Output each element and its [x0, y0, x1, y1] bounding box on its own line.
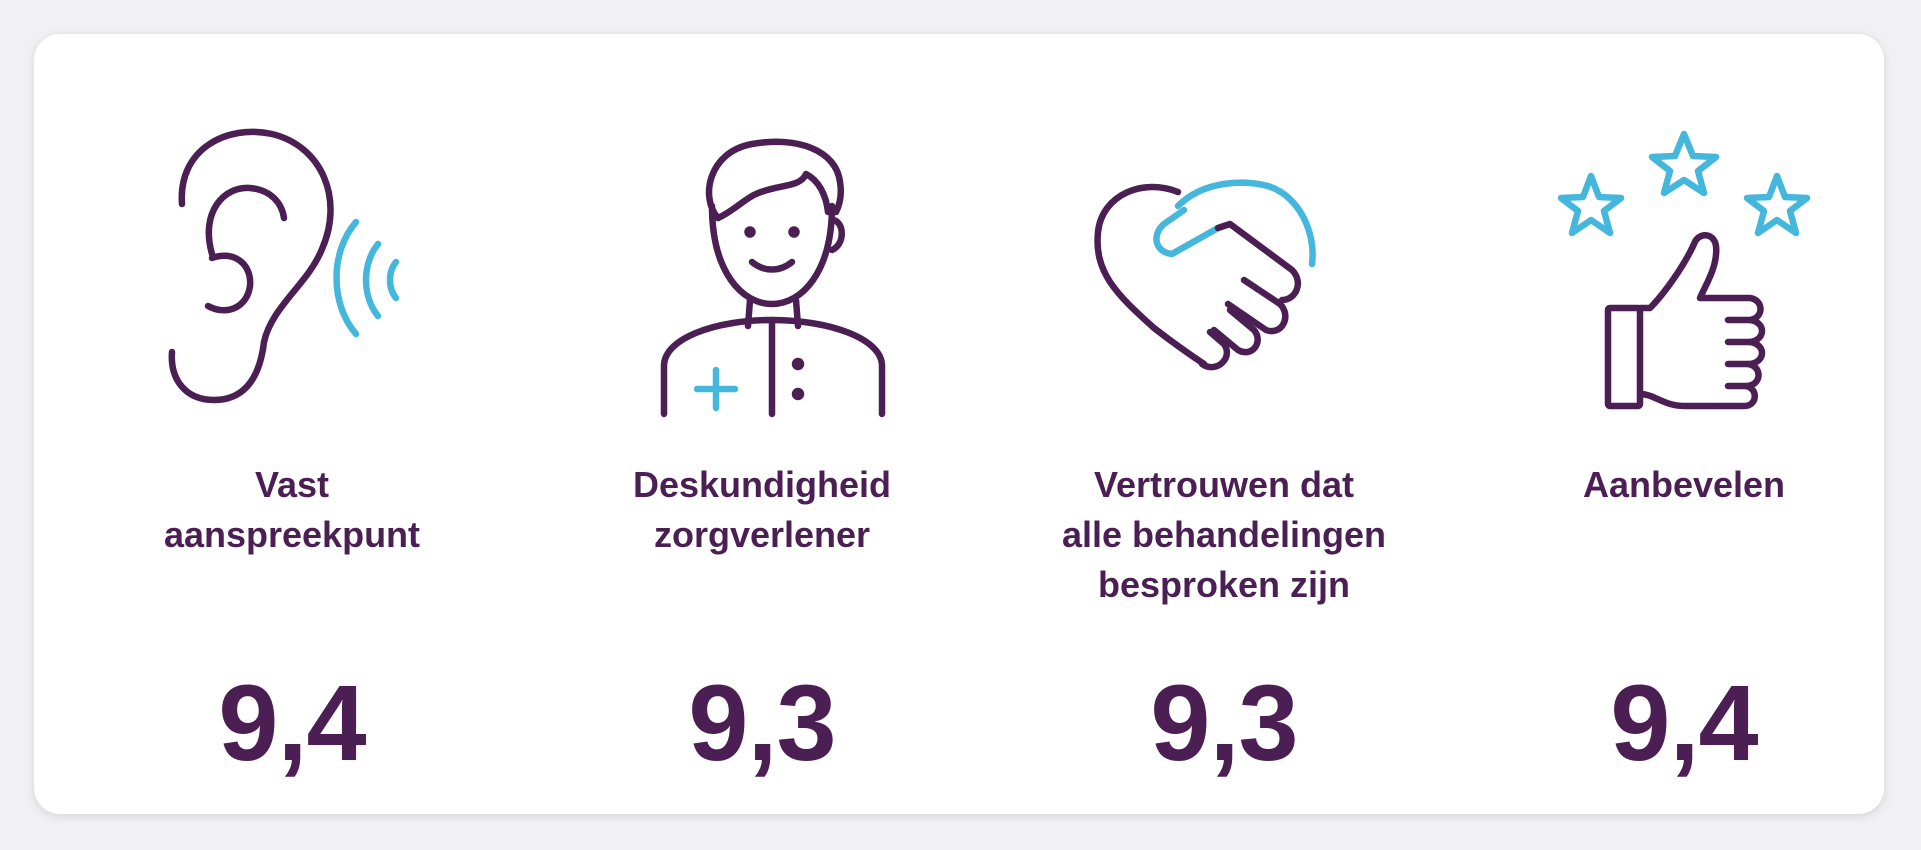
star-icon — [1648, 130, 1720, 197]
rating-label: Aanbevelen — [1582, 464, 1786, 505]
thumbs-up-stars-icon — [1557, 130, 1811, 410]
star-icon — [1743, 172, 1811, 237]
rating-label: Vertrouwen dat alle behandelingen bespro… — [1061, 464, 1387, 605]
rating-score: 9,4 — [218, 662, 366, 783]
rating-item-aanbevelen: Aanbevelen 9,4 — [1474, 34, 1894, 814]
healthcare-provider-icon — [660, 138, 886, 418]
ear-sound-icon — [168, 128, 400, 404]
rating-score: 9,4 — [1610, 662, 1758, 783]
rating-label: Vast aanspreekpunt — [163, 464, 421, 555]
rating-item-vast-aanspreekpunt: Vast aanspreekpunt 9,4 — [82, 34, 502, 814]
rating-label: Deskundigheid zorgverlener — [632, 464, 892, 555]
rating-item-deskundigheid-zorgverlener: Deskundigheid zorgverlener 9,3 — [552, 34, 972, 814]
rating-score: 9,3 — [688, 662, 836, 783]
rating-item-vertrouwen: Vertrouwen dat alle behandelingen bespro… — [1014, 34, 1434, 814]
star-icon — [1557, 172, 1625, 237]
ratings-card: Vast aanspreekpunt 9,4 — [34, 34, 1884, 814]
heart-handshake-icon — [1094, 179, 1316, 371]
rating-score: 9,3 — [1150, 662, 1298, 783]
